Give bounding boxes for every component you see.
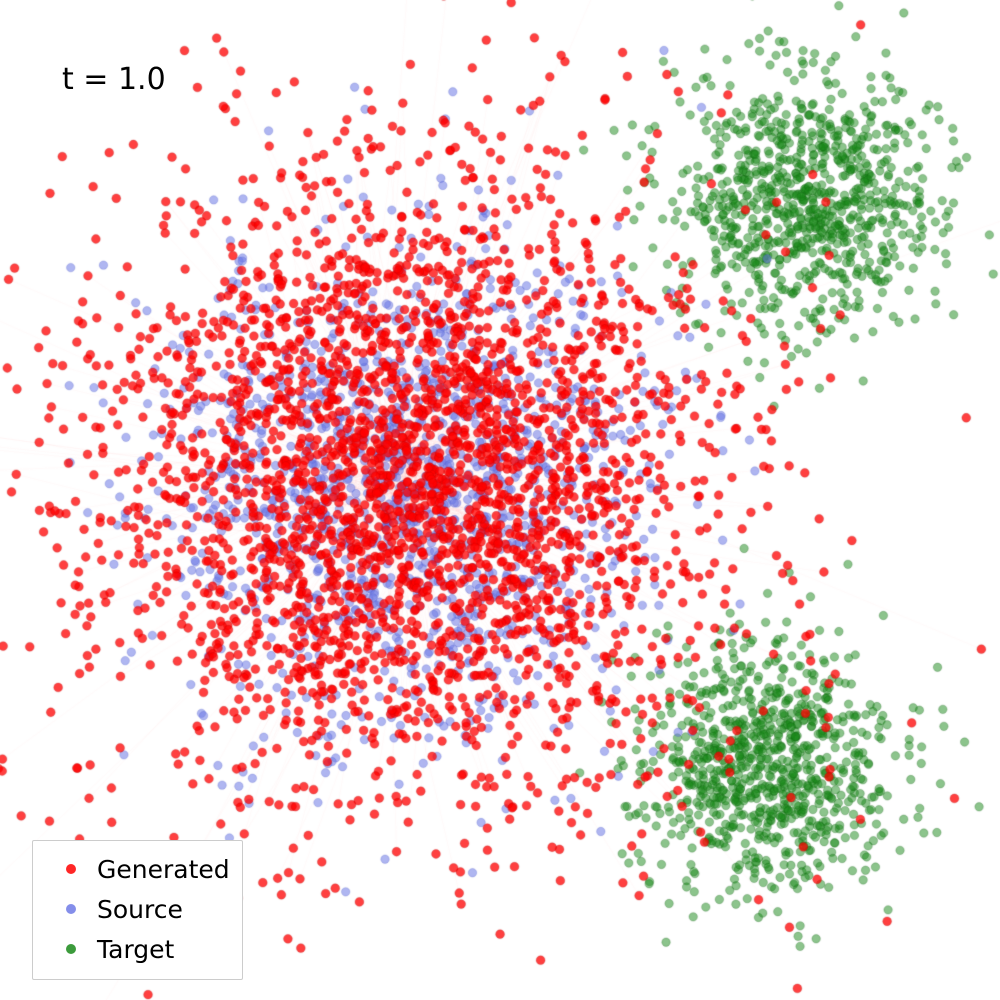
- plot-title: t = 1.0: [62, 62, 166, 97]
- legend-label-target: Target: [97, 935, 174, 964]
- legend-swatch-generated-wrap: [45, 864, 97, 874]
- legend-item-generated: Generated: [45, 849, 230, 889]
- legend-label-source: Source: [97, 895, 183, 924]
- legend-swatch-source-wrap: [45, 904, 97, 914]
- legend-item-target: Target: [45, 929, 230, 969]
- legend-item-source: Source: [45, 889, 230, 929]
- legend-swatch-target: [66, 944, 76, 954]
- legend-swatch-target-wrap: [45, 944, 97, 954]
- legend-swatch-generated: [66, 864, 76, 874]
- legend-label-generated: Generated: [97, 855, 230, 884]
- legend-box: Generated Source Target: [32, 840, 243, 980]
- legend-swatch-source: [66, 904, 76, 914]
